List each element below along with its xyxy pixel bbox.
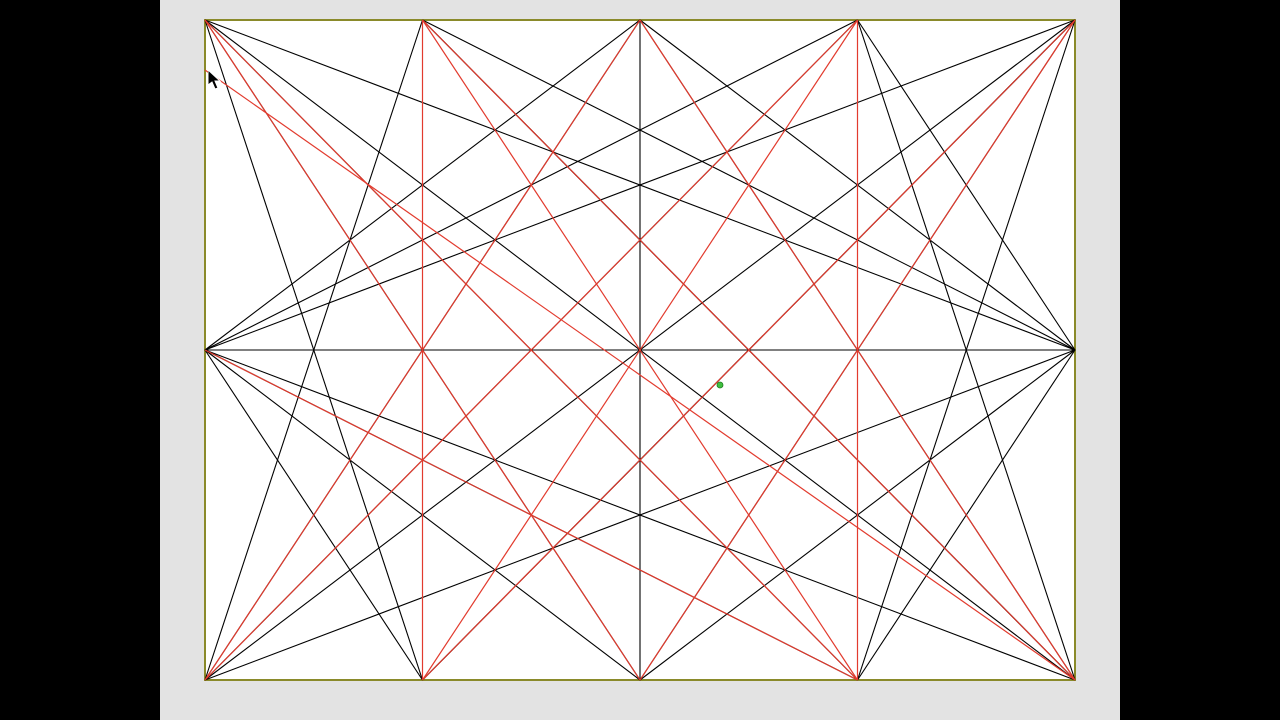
geometry-diagram: [160, 0, 1120, 720]
canvas-area: [160, 0, 1120, 720]
anchor-dot: [717, 382, 723, 388]
letterbox: [0, 0, 1280, 720]
